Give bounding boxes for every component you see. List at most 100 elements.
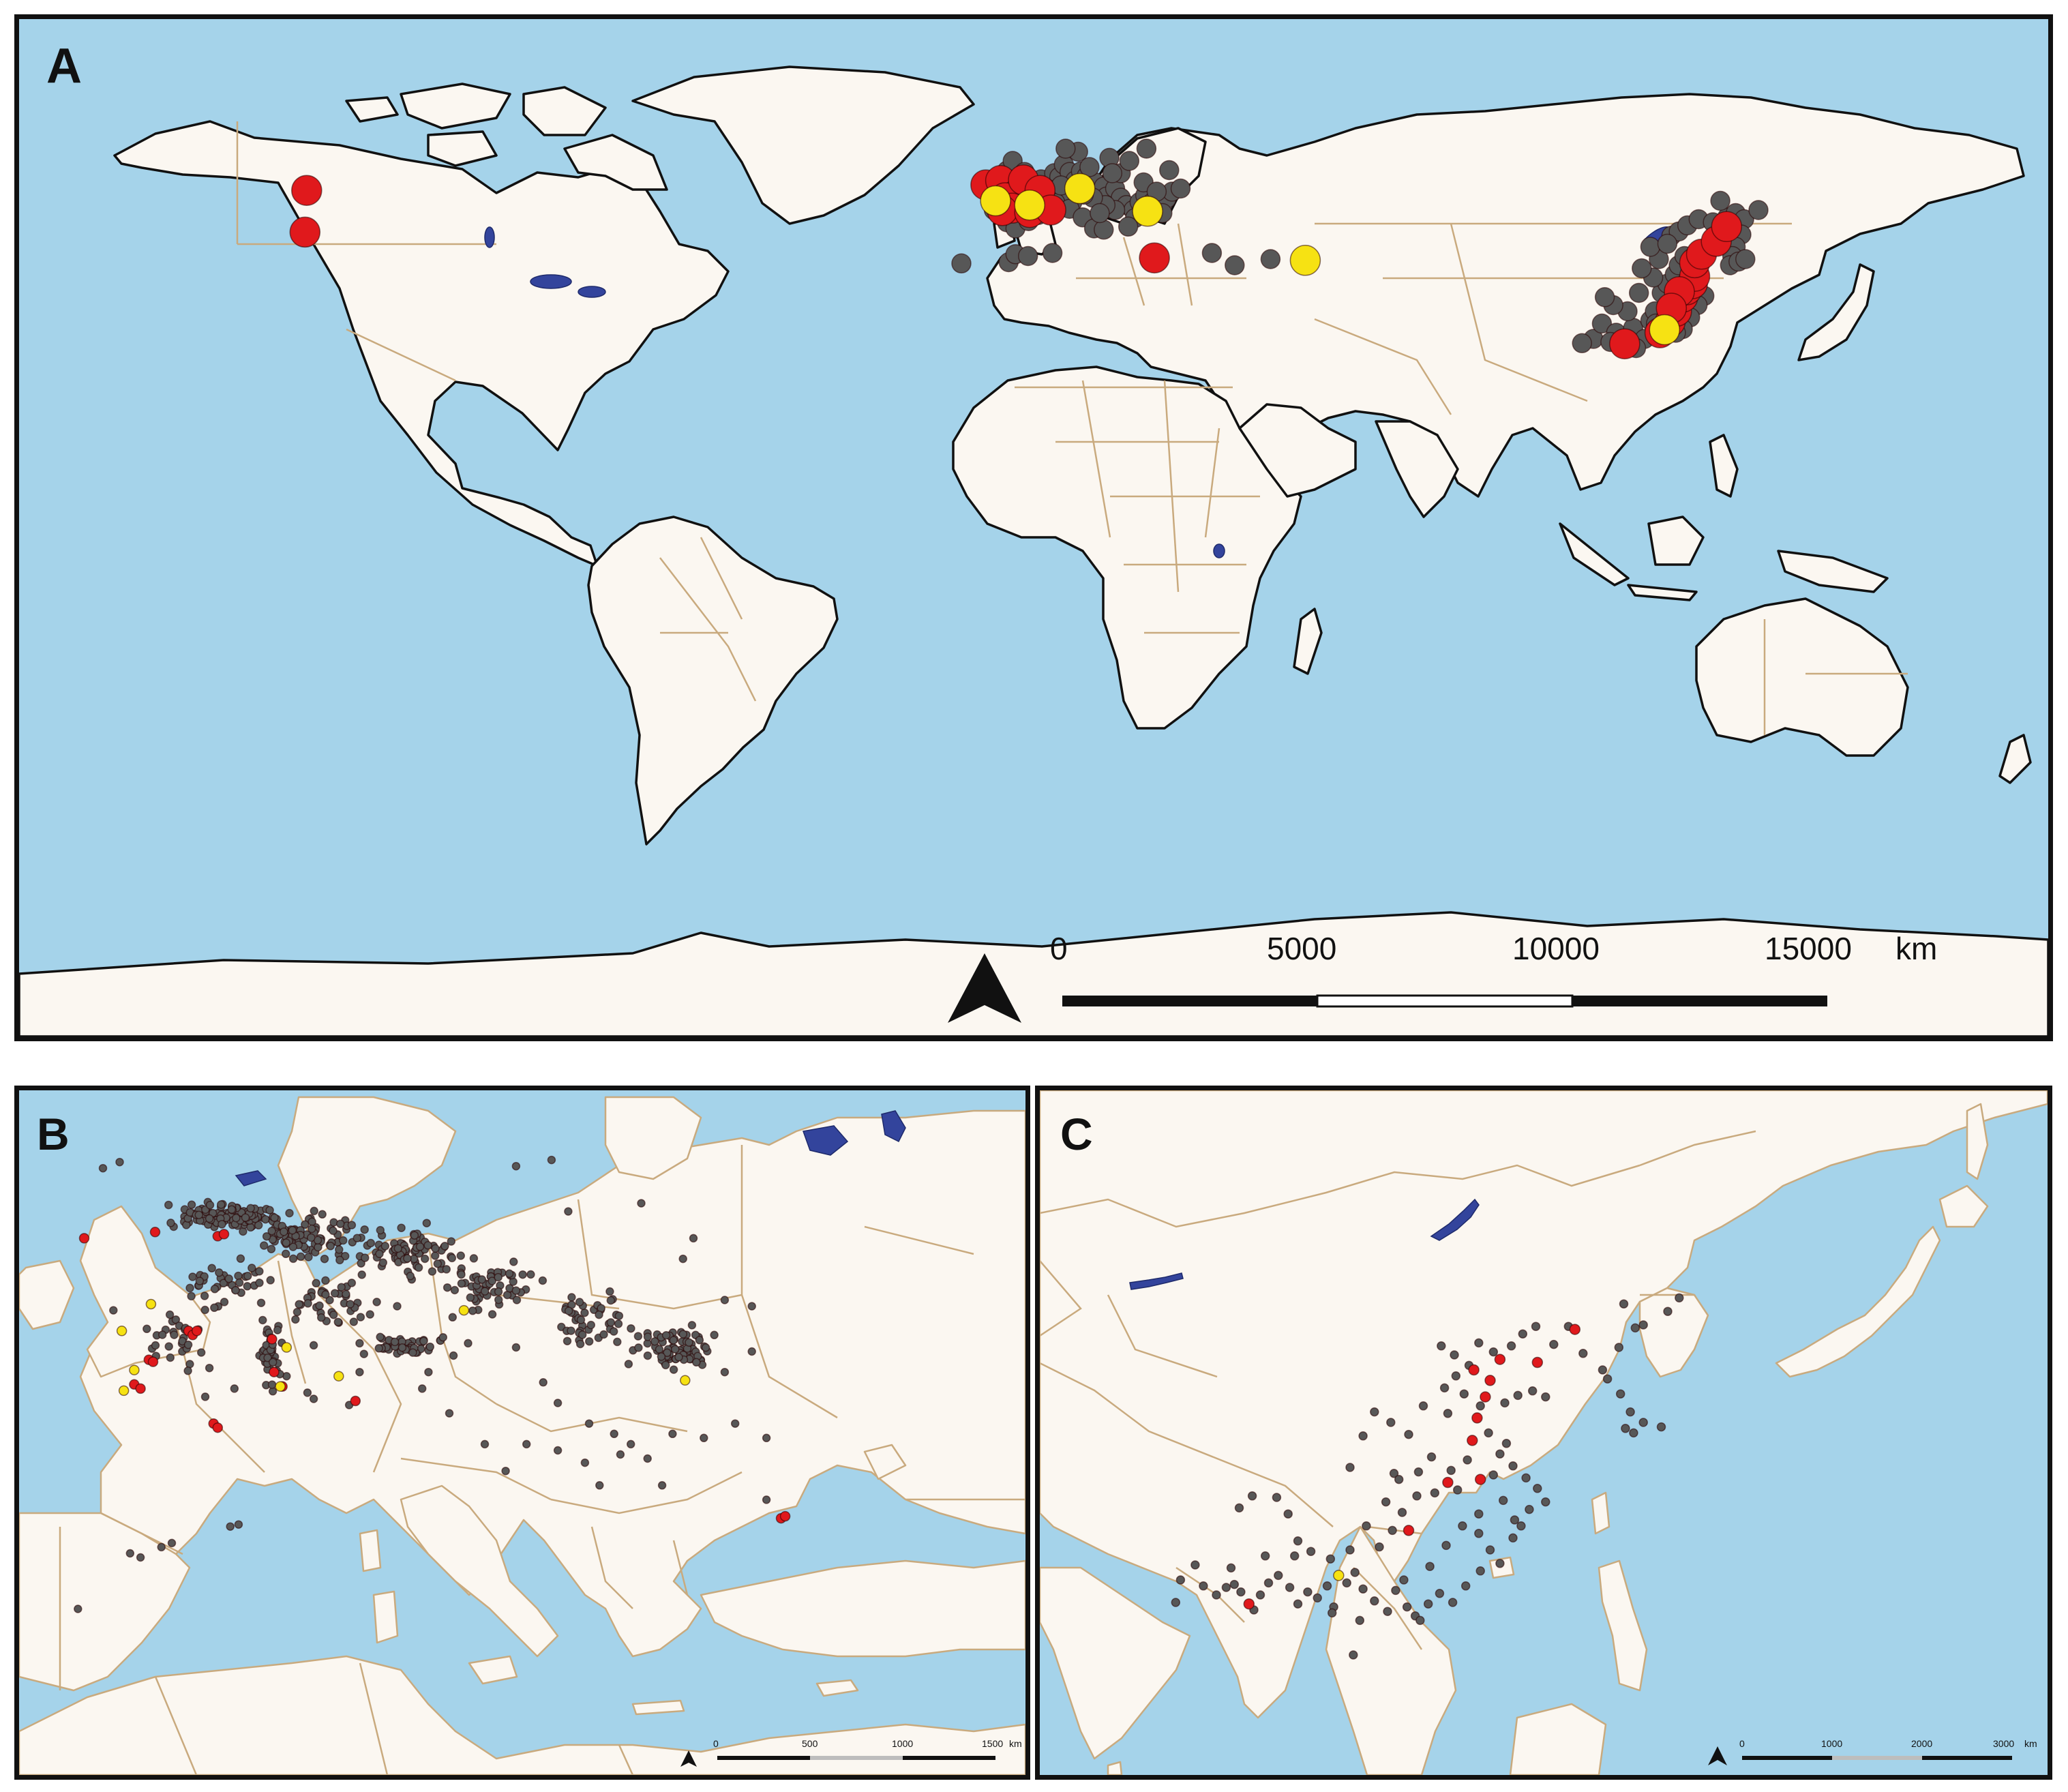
occurrence-point-gray [501,1466,510,1476]
occurrence-point-gray [700,1433,708,1443]
occurrence-point-gray [685,1338,693,1347]
occurrence-point-gray [584,1419,594,1428]
occurrence-point-gray [255,1279,264,1287]
occurrence-point-gray [417,1384,427,1393]
occurrence-point-gray [1663,1306,1673,1316]
panel-label: A [46,39,82,93]
occurrence-point-gray [309,1394,318,1403]
scale-bar-a [1062,994,1827,1008]
occurrence-point-gray [270,1213,279,1223]
occurrence-point-gray [1170,178,1191,199]
borneo-landmass [1647,516,1705,566]
occurrence-point-gray [342,1289,350,1299]
occurrence-point-gray [380,1242,390,1251]
occurrence-point-gray [316,1313,326,1322]
occurrence-point-gray [511,1343,521,1352]
occurrence-point-gray [285,1208,294,1218]
occurrence-point-gray [509,1257,518,1266]
occurrence-point-gray [1450,1350,1459,1360]
occurrence-point-gray [1435,1589,1445,1598]
occurrence-point-gray [1212,1590,1221,1600]
occurrence-point-gray [614,1319,623,1328]
borneo [1509,1703,1607,1775]
occurrence-point-red [1484,1375,1496,1386]
occurrence-point-gray [468,1306,477,1315]
occurrence-point-gray [398,1343,407,1352]
scale-label-0: 0 [1739,1738,1745,1749]
occurrence-point-gray [288,1226,297,1235]
occurrence-point-gray [1226,1563,1236,1573]
occurrence-point-red [267,1334,278,1345]
occurrence-point-gray [143,1324,151,1334]
occurrence-point-gray [1495,1449,1505,1459]
occurrence-point-gray [494,1287,503,1296]
occurrence-point-yellow [1064,173,1096,205]
occurrence-point-gray [375,1249,384,1259]
occurrence-point-gray [442,1265,451,1274]
occurrence-point-gray [1175,1575,1186,1585]
occurrence-points-red [289,164,1743,359]
occurrence-point-gray [1325,1554,1336,1564]
corsica [359,1529,382,1572]
occurrence-point-gray [224,1274,233,1283]
occurrence-point-gray [115,1157,124,1167]
occurrence-point-gray [657,1481,667,1490]
occurrence-point-gray [1355,1615,1365,1626]
occurrence-point-gray [1510,1515,1520,1525]
occurrence-point-gray [447,1237,456,1246]
occurrence-point-gray [606,1318,616,1327]
occurrence-point-gray [1370,1407,1379,1417]
occurrence-point-gray [205,1214,214,1223]
occurrence-point-gray [374,1344,383,1353]
north-arrow-icon [948,953,1021,1023]
occurrence-point-gray [1293,1536,1303,1546]
occurrence-point-gray [689,1234,698,1243]
occurrence-point-gray [1527,1386,1538,1396]
occurrence-point-gray [185,1283,194,1293]
occurrence-point-gray [466,1293,475,1302]
occurrence-point-gray [1619,1299,1629,1309]
occurrence-point-gray [262,1231,271,1241]
occurrence-point-gray [335,1219,345,1229]
occurrence-point-gray [1485,1545,1495,1555]
sri-lanka [1107,1761,1123,1775]
occurrence-point-gray [366,1238,376,1248]
occurrence-point-gray [1274,1570,1283,1581]
occurrence-point-gray [281,1249,290,1259]
panel-label: C [1060,1109,1093,1159]
sicily [468,1655,518,1685]
mainland-asia [1040,1090,2048,1719]
occurrence-point-gray [1451,1371,1461,1381]
occurrence-point-gray [254,1221,263,1230]
occurrence-point-gray [1234,1503,1244,1513]
occurrence-point-red [779,1510,791,1522]
occurrence-point-gray [422,1219,432,1227]
occurrence-point-gray [183,1340,193,1349]
antarctica-landmass [19,911,2048,1036]
occurrence-point-gray [1159,160,1180,181]
occurrence-point-red [289,216,321,248]
occurrence-point-gray [393,1302,402,1311]
occurrence-point-gray [1525,1504,1534,1514]
occurrence-point-yellow [680,1375,691,1386]
arctic-island [427,130,498,167]
occurrence-point-gray [538,1276,548,1285]
occurrence-point-gray [1303,1587,1313,1597]
occurrence-point-gray [720,1296,730,1304]
occurrence-point-gray [730,1419,740,1428]
sumatra-landmass [1559,522,1630,586]
occurrence-point-gray [1572,333,1592,354]
occurrence-point-gray [151,1341,160,1350]
ireland [19,1259,75,1330]
scale-unit: km [1009,1738,1022,1749]
occurrence-point-gray [951,253,972,274]
occurrence-point-gray [295,1300,303,1309]
occurrence-point-gray [210,1285,220,1294]
occurrence-point-red [1403,1525,1415,1536]
occurrence-point-gray [563,1336,572,1345]
occurrence-point-gray [433,1259,443,1268]
occurrence-point-gray [1102,163,1123,183]
occurrence-point-yellow [116,1326,128,1336]
occurrence-point-gray [1735,249,1756,269]
occurrence-point-gray [1521,1473,1531,1483]
